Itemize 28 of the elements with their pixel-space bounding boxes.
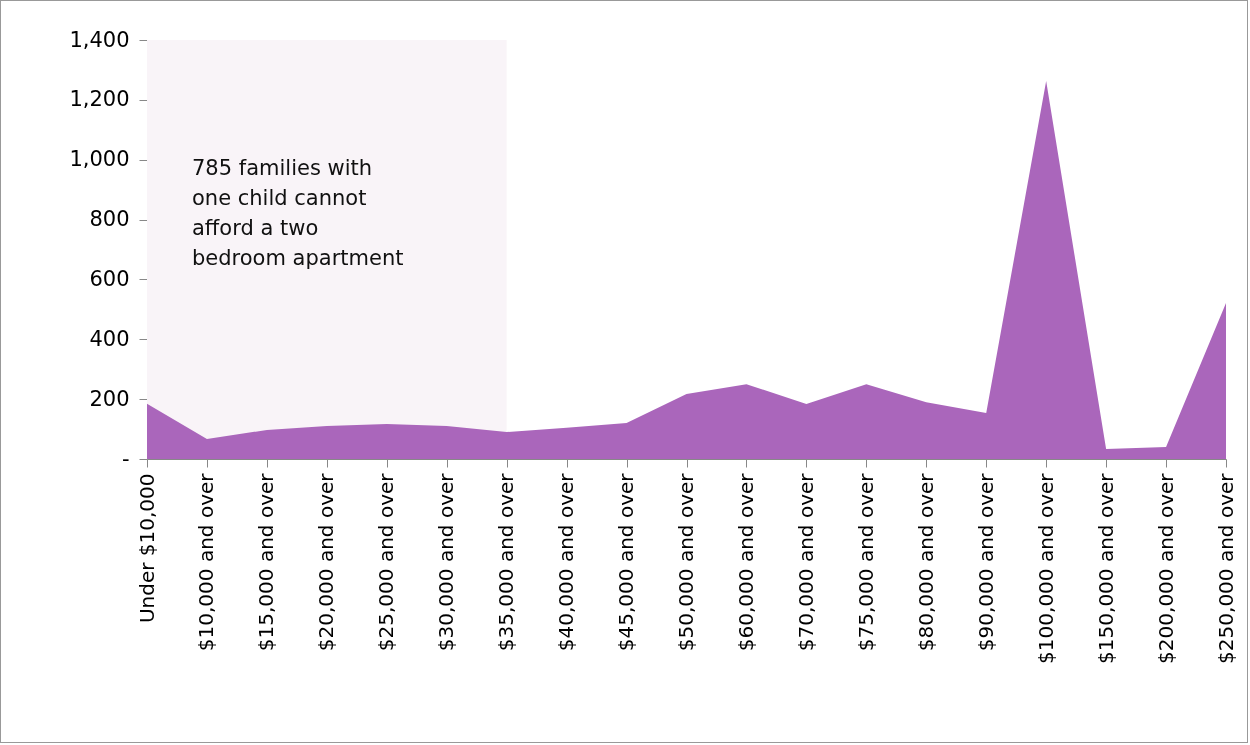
y-tick-label: 1,000 [69,147,130,172]
y-tick-label: - [121,446,130,471]
x-tick-label: $90,000 and over [973,472,998,652]
x-tick-label: $45,000 and over [614,472,639,652]
y-tick-label: 200 [89,386,130,411]
x-tick-label: $50,000 and over [674,472,698,652]
x-tick-label: Under $10,000 [134,473,159,624]
y-tick-label: 800 [89,207,130,232]
x-tick-label: $15,000 and over [254,472,279,652]
x-tick-label: $100,000 and over [1033,472,1058,664]
x-tick-label: $20,000 and over [314,472,339,652]
x-tick-label: $10,000 and over [194,472,219,652]
x-tick-label: $30,000 and over [434,472,459,652]
x-tick-label: $40,000 and over [554,472,579,652]
x-tick-label: $70,000 and over [793,472,818,652]
x-tick-label: $250,000 and over [1213,472,1238,664]
x-tick-label: $60,000 and over [733,472,758,652]
band-label: 785 families with one child cannot afford a two bedroom apartment [192,156,404,270]
y-tick-label: 600 [89,266,130,291]
x-tick-label: $35,000 and over [494,472,519,652]
y-tick-label: 1,400 [69,27,130,52]
y-tick-label: 400 [89,326,130,351]
x-tick-label: $200,000 and over [1153,472,1178,664]
x-tick-label: $25,000 and over [374,472,399,652]
x-tick-label: $80,000 and over [913,472,938,652]
x-tick-label: $150,000 and over [1093,472,1118,664]
y-tick-label: 1,200 [69,87,130,112]
x-tick-label: $75,000 and over [853,472,878,652]
